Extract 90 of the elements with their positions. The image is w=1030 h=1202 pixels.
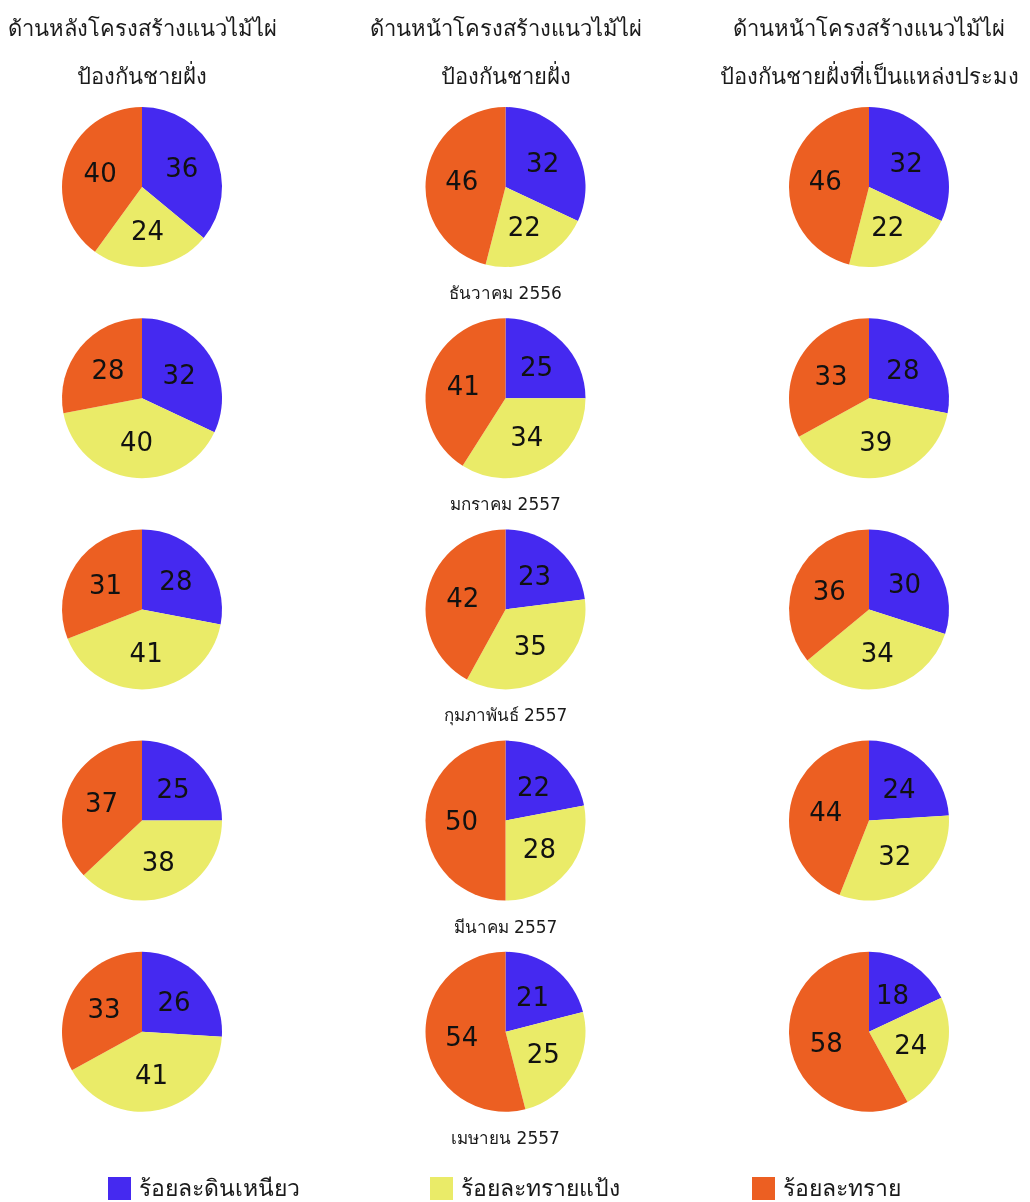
data-label: 24 [894,1030,928,1061]
data-label: 24 [130,215,165,246]
data-label: 46 [445,166,479,197]
data-label: 36 [812,575,846,606]
data-label: 35 [513,630,547,661]
text: กุมภาพันธ์ 2557 [443,705,568,727]
pie-slice [142,951,222,1037]
data-label: 36 [165,153,199,184]
data-label: 31 [89,569,123,600]
pie-slice [425,107,506,265]
data-label: 28 [886,355,920,386]
data-label: 25 [520,352,554,383]
pie-slice [869,951,942,1032]
data-label: 50 [444,805,479,836]
data-label: 22 [507,211,541,242]
pie-slice [869,529,949,635]
pie-slice [142,740,222,821]
data-label: 28 [159,566,193,597]
data-label: 23 [518,561,552,592]
chart-title: ด้านหน้าโครงสร้างแนวไม้ไผ่ป้องกันชายฝั่ง [369,16,642,89]
legend-label: ร้อยละทรายแป้ง [461,1175,620,1201]
text: มีนาคม 2557 [453,916,558,937]
text: มกราคม 2557 [450,494,561,515]
pie-slice [505,1011,586,1110]
text: ธันวาคม 2556 [449,283,562,303]
data-label: 33 [814,360,848,391]
data-label: 30 [888,568,922,599]
pie-slice [67,609,221,690]
legend-label: ร้อยละดินเหนียว [139,1175,300,1201]
chart-title: ด้านหน้าโครงสร้างแนวไม้ไผ่ป้องกันชายฝั่งที่เป็นแหล่งประมง [719,16,1019,89]
legend-label: ร้อยละทราย [783,1175,901,1201]
data-label: 32 [162,359,196,390]
data-label: 32 [889,148,923,179]
pie-slice [62,529,142,639]
data-label: 25 [156,774,190,805]
data-label: 41 [129,638,163,669]
pie-slice [142,529,222,625]
data-label: 58 [809,1027,843,1058]
data-label: 22 [871,211,905,242]
data-label: 42 [446,583,480,614]
pie-slice [798,398,948,479]
data-label: 40 [119,426,154,457]
chart-title: ด้านหลังโครงสร้างแนวไม้ไผ่ป้องกันชายฝั่ง [7,16,277,89]
data-label: 32 [878,841,912,872]
pie-slice [505,318,586,399]
pie-slice [789,107,869,265]
data-label: 39 [859,426,893,457]
pie-slice [839,815,949,901]
pie-slice [425,318,506,466]
pie-slice [142,318,222,433]
data-label: 44 [809,797,843,828]
data-label: 28 [522,833,556,864]
pie-slice [62,740,142,876]
data-label: 26 [157,986,191,1017]
text: เมษายน 2557 [451,1127,560,1148]
data-label: 32 [526,148,560,179]
pie-slice [807,609,946,690]
data-label: 40 [83,158,117,189]
data-label: 28 [91,355,125,386]
data-label: 21 [515,982,550,1013]
pie-slice [789,740,869,895]
pie-slice [62,318,142,414]
data-label: 54 [445,1022,479,1053]
pie-slice [71,1031,222,1112]
data-label: 25 [526,1039,560,1070]
pie-slice [869,740,949,821]
pie-slice [505,740,585,821]
data-label: 33 [87,994,121,1025]
data-label: 46 [808,166,842,197]
data-label: 34 [510,421,544,452]
data-label: 34 [860,637,894,668]
pie-slice [63,398,215,479]
data-label: 18 [876,979,910,1010]
pie-slice [425,529,506,680]
pie-slice [505,951,583,1032]
pie-slice [505,805,586,901]
pie-slice [94,187,204,267]
data-label: 38 [141,846,175,877]
pie-slice [505,529,585,610]
data-label: 22 [517,771,551,802]
pie-slice [83,820,222,901]
data-label: 24 [882,773,916,804]
pie-slice [485,187,578,267]
pie-slice [462,398,586,479]
pie-slice [425,740,506,901]
data-label: 37 [85,788,119,819]
data-label: 41 [446,370,480,401]
data-label: 41 [135,1059,169,1090]
pie-slice [849,187,942,267]
pie-slice [869,318,949,414]
